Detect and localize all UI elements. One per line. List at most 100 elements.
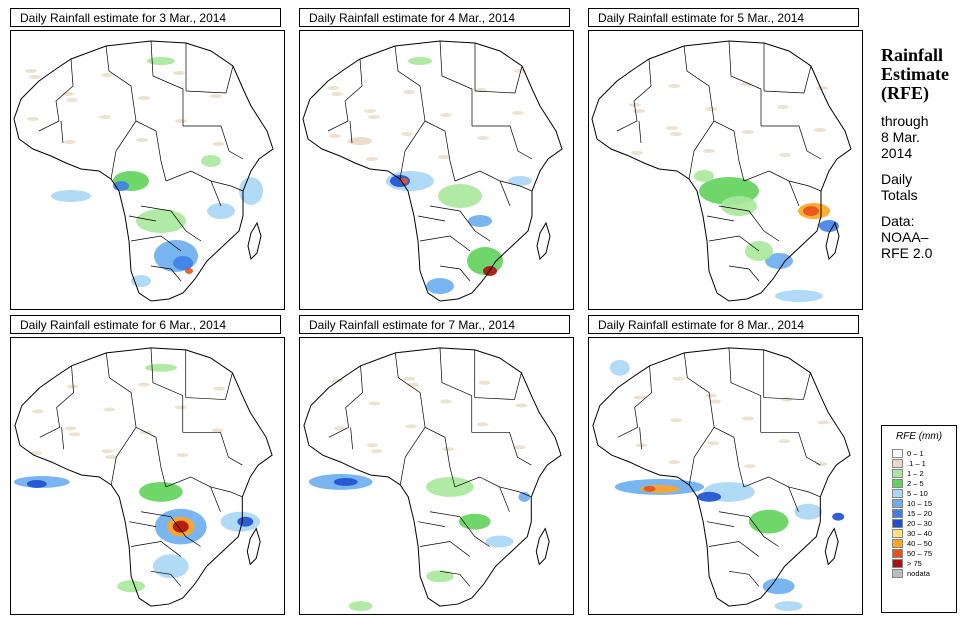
- country-border: [140, 205, 202, 242]
- dust-mark: [815, 462, 828, 467]
- legend-item: 40 – 50: [882, 538, 956, 548]
- country-border: [110, 135, 127, 180]
- dust-mark: [666, 126, 678, 130]
- country-border: [718, 511, 779, 547]
- rainfall-area: [721, 196, 757, 216]
- country-border: [424, 120, 456, 182]
- rainfall-area: [426, 278, 454, 294]
- country-border: [150, 347, 184, 433]
- dust-mark: [66, 384, 79, 389]
- map-panel-7-mar: Daily Rainfall estimate for 7 Mar., 2014: [299, 315, 574, 615]
- country-border: [743, 170, 800, 207]
- legend-label: > 75: [907, 558, 922, 568]
- legend-label: 5 – 10: [907, 488, 928, 498]
- country-border: [429, 205, 491, 242]
- country-border: [429, 511, 490, 547]
- country-border: [683, 352, 715, 443]
- legend-swatch: [892, 568, 903, 578]
- dust-mark: [814, 128, 826, 132]
- legend-swatch: [892, 458, 903, 468]
- dust-mark: [403, 376, 416, 381]
- country-border: [165, 476, 221, 512]
- dust-mark: [366, 443, 379, 448]
- panel-title: Daily Rainfall estimate for 7 Mar., 2014: [299, 315, 570, 334]
- rainfall-area: [237, 516, 254, 527]
- legend-item: nodata: [882, 568, 956, 578]
- dust-mark: [476, 422, 489, 427]
- rainfall-area: [748, 509, 789, 534]
- country-border: [394, 352, 426, 443]
- legend-item: > 75: [882, 558, 956, 568]
- country-border: [399, 442, 416, 485]
- dust-mark: [138, 96, 150, 100]
- dust-mark: [633, 395, 646, 400]
- country-border: [763, 372, 811, 400]
- legend-label: 2 – 5: [907, 478, 924, 488]
- dust-mark: [777, 105, 789, 109]
- rainfall-area: [438, 184, 482, 208]
- legend-label: 10 – 15: [907, 498, 933, 508]
- legend-label: 50 – 75: [907, 548, 933, 558]
- dust-mark: [213, 386, 226, 391]
- country-border: [617, 365, 652, 438]
- country-border: [110, 442, 127, 485]
- rainfall-map: [588, 30, 863, 310]
- country-border: [417, 215, 446, 222]
- country-border: [718, 205, 780, 242]
- country-border: [454, 170, 511, 207]
- legend-swatch: [892, 518, 903, 528]
- legend-label: nodata: [907, 568, 930, 578]
- rainfall-area: [333, 477, 358, 486]
- through-block: through 8 Mar. 2014: [881, 113, 965, 161]
- dust-mark: [703, 149, 715, 153]
- country-border: [743, 476, 799, 512]
- country-border: [709, 541, 759, 557]
- map-panel-4-mar: Daily Rainfall estimate for 4 Mar., 2014: [299, 8, 574, 310]
- madagascar-outline: [535, 527, 550, 566]
- rainfall-area: [832, 512, 845, 521]
- rainfall-area: [207, 203, 235, 219]
- data-source-line-1: NOAA–: [881, 229, 929, 245]
- rainfall-map: [299, 30, 574, 310]
- rainfall-map: [10, 337, 285, 615]
- country-border: [439, 347, 473, 433]
- legend-swatch: [892, 508, 903, 518]
- dust-mark: [515, 403, 528, 408]
- rainfall-area: [173, 256, 193, 270]
- legend-label: 30 – 40: [907, 528, 933, 538]
- dust-mark: [174, 405, 187, 410]
- legend-label: 15 – 20: [907, 508, 933, 518]
- dust-mark: [512, 111, 524, 115]
- legend-item: 30 – 40: [882, 528, 956, 538]
- africa-coastline: [14, 347, 273, 607]
- rainfall-area: [643, 485, 656, 492]
- rainfall-area: [485, 535, 514, 548]
- daily-block: Daily Totals: [881, 171, 965, 203]
- country-border: [165, 170, 222, 207]
- daily-line-2: Totals: [881, 187, 918, 203]
- dust-mark: [629, 103, 641, 107]
- dust-mark: [333, 426, 346, 431]
- legend-swatch: [892, 468, 903, 478]
- through-label: through: [881, 113, 929, 129]
- africa-coastline: [591, 40, 852, 302]
- dust-mark: [327, 86, 339, 90]
- dust-mark: [743, 464, 756, 469]
- country-border: [105, 352, 137, 443]
- dust-mark: [68, 432, 81, 437]
- dust-mark: [778, 439, 791, 444]
- data-block: Data: NOAA– RFE 2.0: [881, 213, 965, 261]
- dust-mark: [709, 399, 722, 404]
- map-svg: [13, 347, 273, 607]
- map-panel-3-mar: Daily Rainfall estimate for 3 Mar., 2014: [10, 8, 285, 310]
- legend-item: 15 – 20: [882, 508, 956, 518]
- rainfall-area: [147, 57, 175, 65]
- rainfall-area: [794, 503, 823, 520]
- data-source-line-2: RFE 2.0: [881, 245, 933, 261]
- map-svg: [302, 40, 563, 302]
- country-border: [185, 372, 233, 400]
- country-border: [150, 265, 182, 282]
- country-border: [399, 135, 416, 180]
- rainfall-area: [697, 491, 722, 502]
- dust-mark: [405, 424, 418, 429]
